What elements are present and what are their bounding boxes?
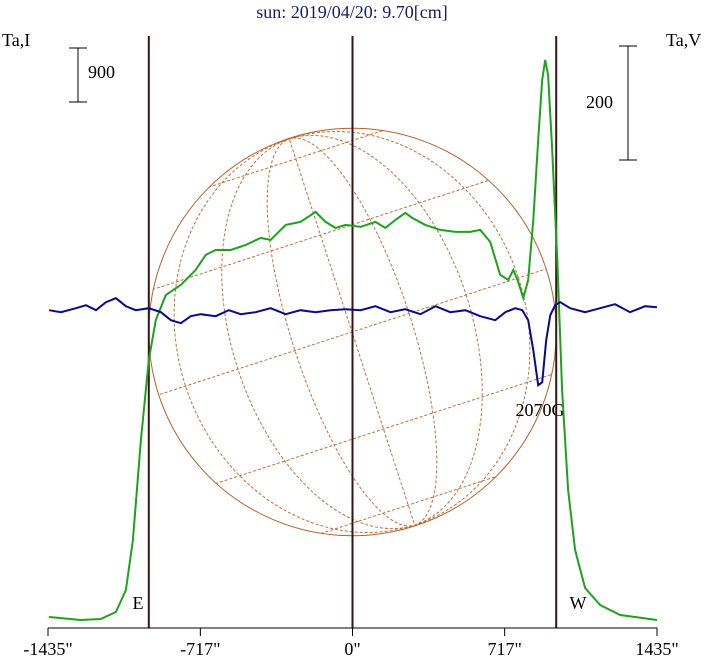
solar-grid — [148, 128, 557, 536]
x-tick-label: 1435" — [635, 639, 678, 659]
y-axis-label: Ta,I — [2, 30, 30, 50]
x-tick-label: 0" — [344, 639, 360, 659]
limb-label: W — [570, 593, 587, 613]
x-tick-label: -717" — [180, 639, 220, 659]
series-line — [48, 297, 658, 387]
y2-axis-label: Ta,V — [666, 30, 701, 50]
annotation: 2070G — [516, 400, 565, 420]
series-line — [49, 59, 658, 622]
scale-bar-label: 900 — [88, 62, 115, 82]
x-tick-label: 717" — [487, 639, 521, 659]
scale-bar-label: 200 — [586, 92, 613, 112]
limb-label: E — [133, 593, 144, 613]
x-tick-label: -1435" — [23, 639, 72, 659]
chart-title: sun: 2019/04/20: 9.70[cm] — [256, 2, 448, 22]
